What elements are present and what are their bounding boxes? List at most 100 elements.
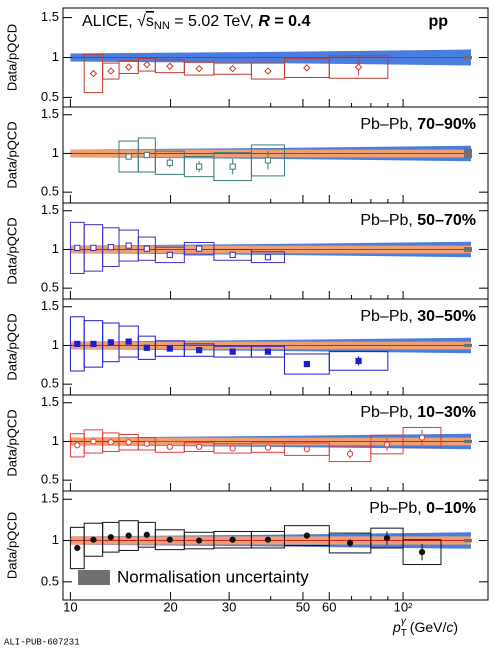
panel (69, 221, 472, 274)
panel-system: Pb–Pb, (360, 308, 417, 325)
y-tick-label: 1.5 (41, 106, 59, 121)
marker (107, 67, 115, 75)
norm-box (464, 439, 472, 443)
title-part: NN (154, 20, 170, 32)
marker (354, 63, 363, 71)
marker (107, 244, 114, 251)
panel-label: Pb–Pb, 30–50% (360, 308, 476, 325)
y-tick-label: 1 (52, 241, 59, 256)
panel (70, 137, 472, 182)
x-label-part: c (446, 619, 453, 635)
panel-system: Pb–Pb, (360, 116, 417, 133)
marker (74, 544, 81, 552)
y-tick-label: 0.5 (41, 376, 59, 391)
marker (90, 536, 97, 543)
x-tick-label: 60 (322, 599, 336, 614)
marker (196, 346, 203, 354)
syst-box (370, 527, 404, 549)
y-tick-label: 1 (52, 433, 59, 448)
marker (107, 339, 114, 346)
panel-centrality: 0–10% (426, 500, 476, 517)
marker (143, 344, 150, 351)
marker (74, 442, 81, 449)
marker (229, 251, 236, 258)
panel (70, 49, 472, 94)
marker (383, 441, 391, 448)
y-tick-label: 1 (52, 49, 59, 64)
y-tick-label: 1 (52, 337, 59, 352)
y-axis-label: Data/pQCD (4, 121, 19, 188)
marker (229, 445, 236, 452)
y-axis-label: Data/pQCD (4, 217, 19, 284)
panel-label: pp (428, 13, 448, 30)
y-tick-label: 0.5 (41, 184, 59, 199)
marker (125, 439, 132, 446)
marker (143, 60, 151, 69)
marker (228, 64, 237, 73)
x-tick-label: 10 (63, 599, 77, 614)
panel-centrality: 50–70% (417, 212, 476, 229)
marker (124, 63, 133, 71)
panel-centrality: 70–90% (417, 116, 476, 133)
marker (143, 531, 150, 538)
panel-label: Pb–Pb, 50–70% (360, 212, 476, 229)
x-label-part: γ (401, 616, 407, 627)
marker (166, 159, 173, 166)
y-tick-label: 1.5 (41, 9, 59, 24)
syst-box (250, 144, 285, 177)
y-tick-label: 1.5 (41, 394, 59, 409)
norm-box (464, 247, 472, 252)
marker (74, 340, 81, 348)
y-tick-label: 1.5 (41, 491, 59, 506)
marker (125, 532, 132, 539)
title-part: = 0.4 (270, 13, 311, 30)
marker (107, 439, 114, 446)
marker (196, 443, 203, 450)
panel-title: ALICE, √sNN = 5.02 TeV, R = 0.4 (82, 13, 310, 32)
marker (264, 157, 272, 164)
title-part: R (258, 13, 270, 30)
syst-box (402, 427, 442, 449)
x-tick-label: 50 (296, 599, 310, 614)
marker (346, 450, 354, 457)
x-tick-label: 20 (163, 599, 177, 614)
marker (264, 536, 272, 543)
panel-label: Pb–Pb, 0–10% (369, 500, 476, 517)
marker (196, 245, 203, 252)
norm-box (464, 538, 472, 543)
y-axis-label: Data/pQCD (4, 512, 19, 579)
marker (303, 446, 310, 453)
panel (69, 520, 472, 570)
marker (74, 244, 81, 252)
y-tick-label: 1.5 (41, 298, 59, 313)
x-label-part: ) (453, 619, 458, 635)
marker (195, 64, 203, 73)
marker (166, 443, 173, 450)
footer: ALI-PUB-607231 (4, 637, 80, 647)
marker (418, 434, 426, 441)
marker (107, 534, 114, 541)
panel-centrality: 30–50% (417, 308, 476, 325)
marker (418, 549, 426, 556)
x-label-part: T (401, 628, 407, 639)
y-tick-label: 0.5 (41, 472, 59, 487)
panel-label: Pb–Pb, 70–90% (360, 116, 476, 133)
marker (303, 532, 310, 539)
panel-system: Pb–Pb, (369, 500, 426, 517)
syst-box (250, 251, 285, 264)
x-tick-label: 10² (394, 599, 413, 614)
panel (69, 316, 472, 375)
syst-box (250, 345, 285, 358)
marker (90, 438, 97, 445)
marker (383, 534, 391, 542)
marker (264, 67, 272, 75)
x-label-part: p (392, 619, 401, 635)
marker (143, 151, 150, 159)
norm-box (464, 55, 472, 60)
marker (229, 163, 236, 170)
marker (166, 251, 173, 258)
title-part: = 5.02 TeV, (170, 13, 259, 30)
marker (143, 245, 150, 252)
title-part: √ (137, 13, 146, 30)
y-axis-label: Data/pQCD (4, 313, 19, 380)
